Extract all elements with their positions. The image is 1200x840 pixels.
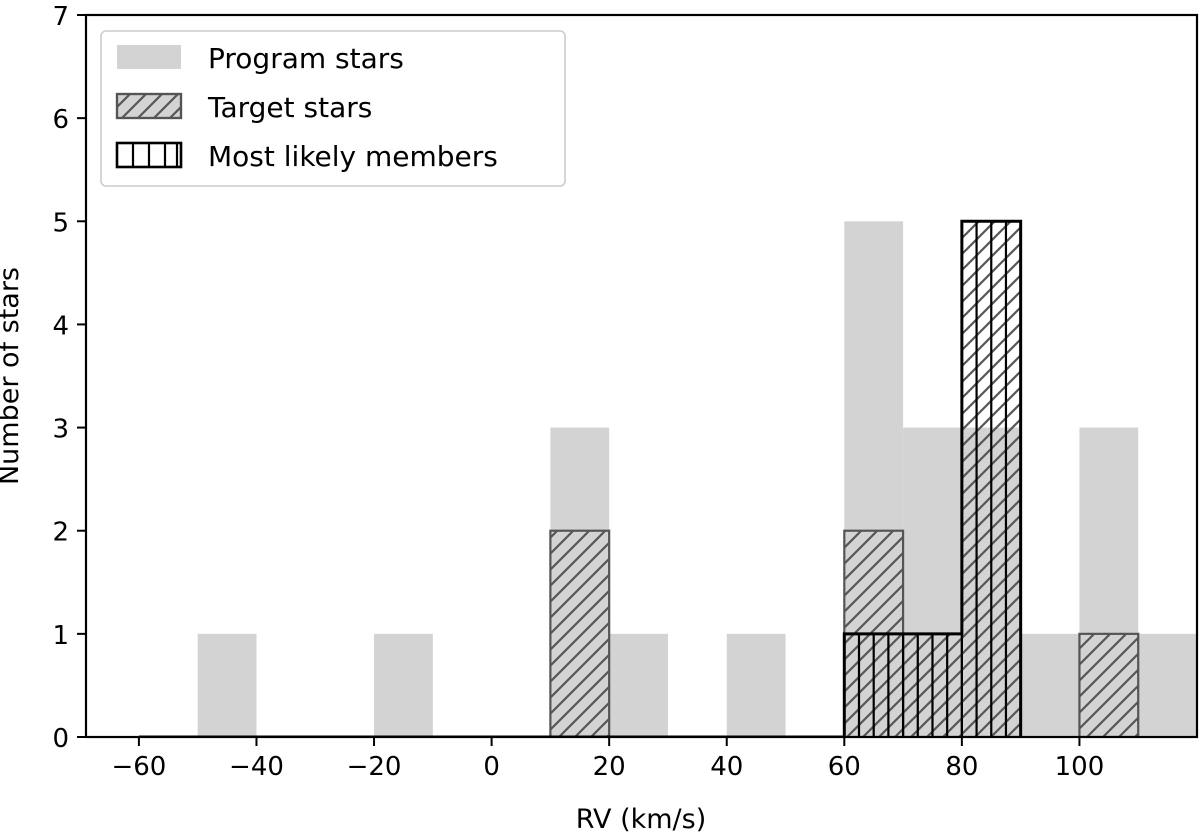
x-tick-label: −20 [347, 752, 402, 782]
legend-swatch-target-hatch [115, 92, 183, 120]
legend-swatch-members-hatch [131, 143, 179, 167]
x-axis-label: RV (km/s) [576, 804, 707, 835]
program-bar [374, 633, 433, 737]
y-axis-ticks: 0 1 2 3 4 5 6 7 [52, 2, 86, 754]
program-stars-bars [197, 221, 1197, 737]
program-bar [1020, 633, 1080, 737]
y-tick-label: 7 [52, 2, 69, 32]
x-tick-label: 80 [945, 752, 978, 782]
x-tick-label: 40 [710, 752, 743, 782]
y-axis-label: Number of stars [0, 267, 25, 485]
y-tick-label: 0 [52, 724, 69, 754]
most-likely-members-bars [138, 219, 1023, 737]
target-bar [549, 529, 611, 737]
x-tick-label: 20 [593, 752, 626, 782]
program-bar [197, 633, 257, 737]
y-tick-label: 6 [52, 105, 69, 135]
legend-frame [100, 30, 566, 187]
legend-label-members: Most likely members [208, 140, 498, 173]
x-tick-label: 60 [828, 752, 861, 782]
legend-swatch-program [117, 45, 181, 69]
x-tick-label: −60 [111, 752, 166, 782]
y-tick-label: 4 [52, 311, 69, 341]
x-tick-label: −40 [229, 752, 284, 782]
member-step-outline [138, 219, 1023, 737]
y-tick-label: 1 [52, 621, 69, 651]
x-tick-label: 0 [483, 752, 500, 782]
x-axis-ticks: −60 −40 −20 0 20 40 60 80 100 [111, 737, 1104, 782]
legend-label-program: Program stars [208, 42, 404, 75]
program-bar [609, 633, 668, 737]
target-bar [1078, 632, 1140, 737]
x-tick-label: 100 [1055, 752, 1105, 782]
legend: Program stars Target stars Most likely m… [100, 30, 566, 187]
y-tick-label: 5 [52, 208, 69, 238]
program-bar [1138, 633, 1197, 737]
y-tick-label: 2 [52, 518, 69, 548]
plot-frame [84, 13, 1199, 739]
y-tick-label: 3 [52, 415, 69, 445]
program-bar [726, 633, 786, 737]
legend-label-target: Target stars [207, 91, 372, 124]
